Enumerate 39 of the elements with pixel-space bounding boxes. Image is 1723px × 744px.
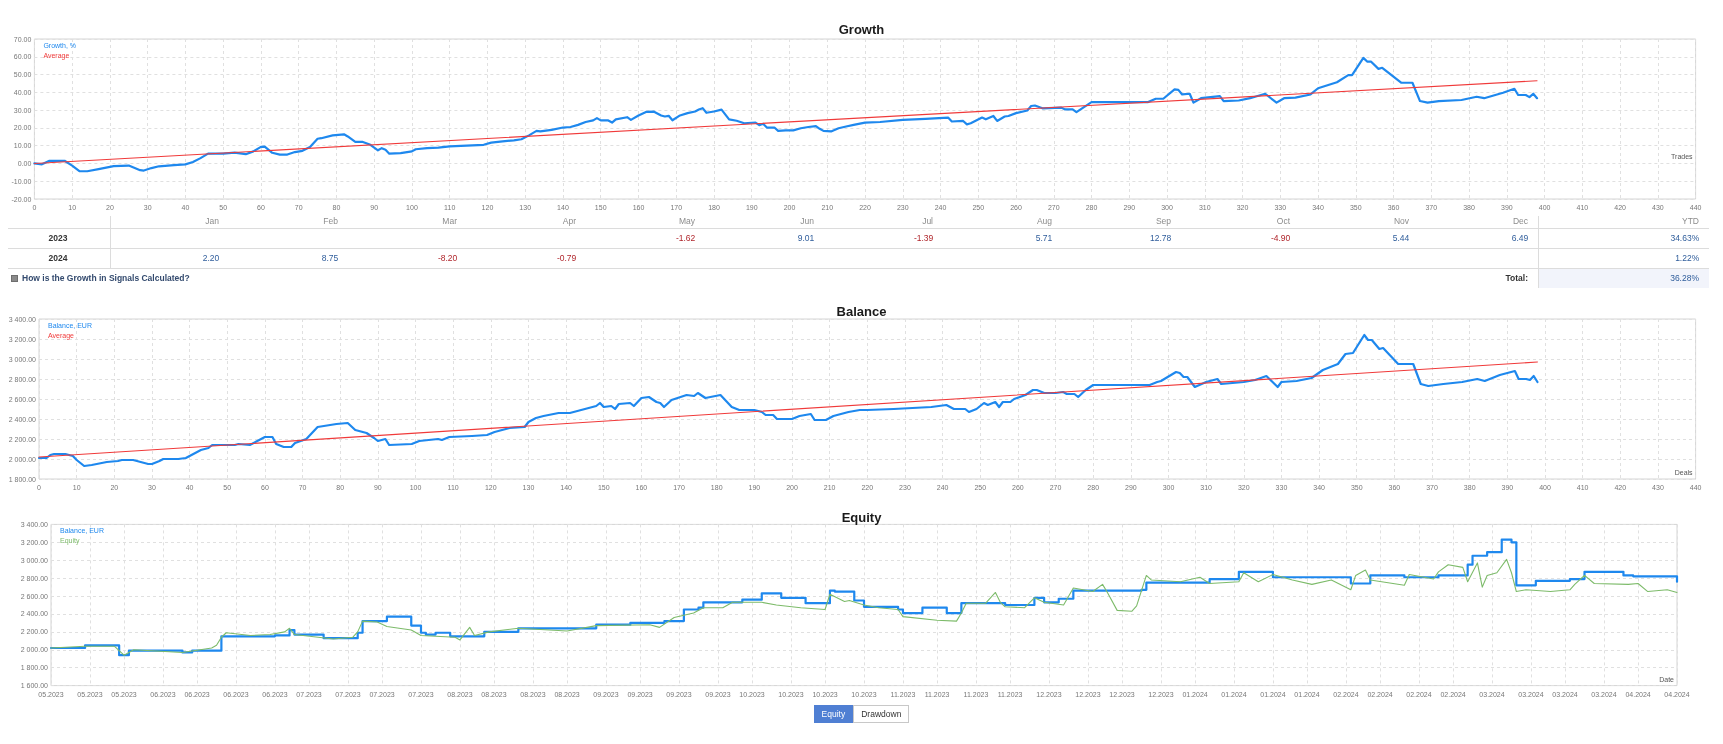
data-label: -1.39 bbox=[913, 233, 934, 243]
data-label: 5.44 bbox=[1392, 233, 1410, 243]
y-tick-label: 2024 bbox=[48, 253, 68, 263]
data-label: 5.71 bbox=[1035, 233, 1053, 243]
annotation: How is the Growth in Signals Calculated? bbox=[22, 272, 190, 285]
x-tick-label: Jul bbox=[922, 215, 934, 226]
data-label: -4.90 bbox=[1270, 233, 1291, 243]
x-tick-label: Jan bbox=[205, 215, 220, 226]
x-tick-label: Mar bbox=[442, 215, 458, 226]
text: Drawdown bbox=[861, 708, 902, 719]
annotation: 36.28% bbox=[1669, 272, 1699, 285]
data-label: -0.79 bbox=[556, 253, 577, 263]
chart-title: Growth bbox=[838, 22, 885, 37]
x-tick-label: Sep bbox=[1155, 215, 1172, 226]
x-tick-label: Dec bbox=[1512, 215, 1529, 226]
line-series bbox=[37, 333, 1539, 468]
data-label: 8.75 bbox=[321, 253, 339, 263]
data-label: 9.01 bbox=[797, 233, 815, 243]
text: Equity bbox=[821, 708, 846, 719]
data-label: 34.63% bbox=[1670, 233, 1700, 243]
x-tick-label: Apr bbox=[562, 215, 577, 226]
annotation: Total: bbox=[1504, 272, 1528, 285]
chart-title: Balance bbox=[836, 304, 887, 319]
line-series bbox=[50, 558, 1678, 656]
chart-title: Equity bbox=[841, 510, 883, 525]
x-tick-label: Aug bbox=[1036, 215, 1053, 226]
x-tick-label: Feb bbox=[323, 215, 339, 226]
data-label: 6.49 bbox=[1511, 233, 1529, 243]
x-tick-label: YTD bbox=[1682, 215, 1699, 226]
x-tick-label: Jun bbox=[800, 215, 815, 226]
data-label: 1.22% bbox=[1675, 253, 1700, 263]
y-tick-label: 2023 bbox=[48, 233, 68, 243]
data-label: -8.20 bbox=[437, 253, 458, 263]
x-tick-label: Oct bbox=[1276, 215, 1291, 226]
data-label: -1.62 bbox=[675, 233, 696, 243]
x-tick-label: Nov bbox=[1393, 215, 1410, 226]
x-tick-label: May bbox=[678, 215, 696, 226]
data-label: 2.20 bbox=[202, 253, 220, 263]
data-label: 12.78 bbox=[1149, 233, 1172, 243]
